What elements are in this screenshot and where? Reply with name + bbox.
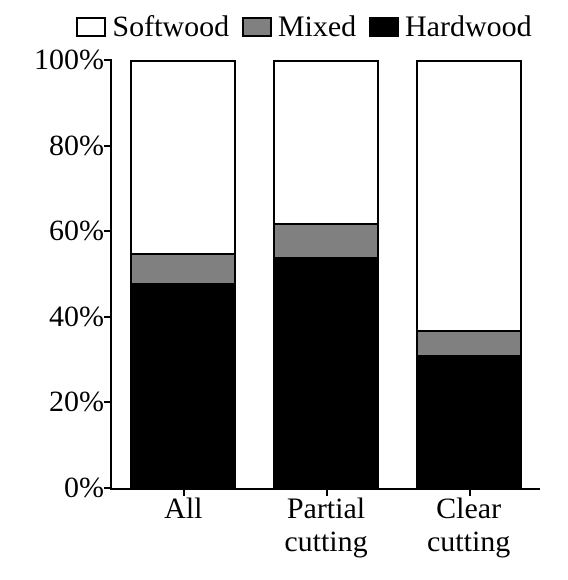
y-tick-label: 60% — [12, 214, 104, 248]
y-tick — [104, 145, 112, 147]
bar-2: Clear cutting — [416, 60, 522, 488]
stacked-bar-chart: Softwood Mixed Hardwood All Partial cutting… — [0, 0, 568, 580]
x-tick — [469, 488, 471, 496]
softwood-swatch — [76, 17, 106, 37]
segment-hardwood — [416, 355, 522, 488]
segment-hardwood — [273, 257, 379, 488]
bars-container: All Partial cutting Clear cutting — [112, 60, 540, 488]
legend-item-softwood: Softwood — [76, 10, 229, 44]
segment-softwood — [130, 60, 236, 253]
y-tick-label: 20% — [12, 385, 104, 419]
y-tick-label: 100% — [12, 43, 104, 77]
y-tick-label: 0% — [12, 471, 104, 505]
y-tick — [104, 316, 112, 318]
segment-softwood — [416, 60, 522, 330]
y-tick — [104, 401, 112, 403]
x-category-label: Partial cutting — [284, 492, 367, 558]
segment-softwood — [273, 60, 379, 223]
y-tick — [104, 487, 112, 489]
x-tick — [183, 488, 185, 496]
x-tick — [326, 488, 328, 496]
segment-mixed — [416, 330, 522, 356]
mixed-swatch — [242, 17, 272, 37]
plot-area: AllPartial cuttingClear cutting 0%20%40%… — [110, 60, 540, 490]
segment-mixed — [273, 223, 379, 257]
legend-item-mixed: Mixed — [242, 10, 356, 44]
y-tick-label: 80% — [12, 129, 104, 163]
bar-1: Partial cutting — [273, 60, 379, 488]
legend: Softwood Mixed Hardwood — [70, 10, 538, 44]
hardwood-swatch — [369, 17, 399, 37]
legend-item-hardwood: Hardwood — [369, 10, 532, 44]
legend-label-softwood: Softwood — [112, 10, 229, 44]
segment-mixed — [130, 253, 236, 283]
legend-label-mixed: Mixed — [278, 10, 356, 44]
legend-label-hardwood: Hardwood — [405, 10, 532, 44]
y-tick-label: 40% — [12, 300, 104, 334]
bar-0: All — [130, 60, 236, 488]
y-tick — [104, 59, 112, 61]
y-tick — [104, 230, 112, 232]
segment-hardwood — [130, 283, 236, 488]
x-category-label: Clear cutting — [427, 492, 510, 558]
x-category-label: All — [164, 492, 202, 525]
